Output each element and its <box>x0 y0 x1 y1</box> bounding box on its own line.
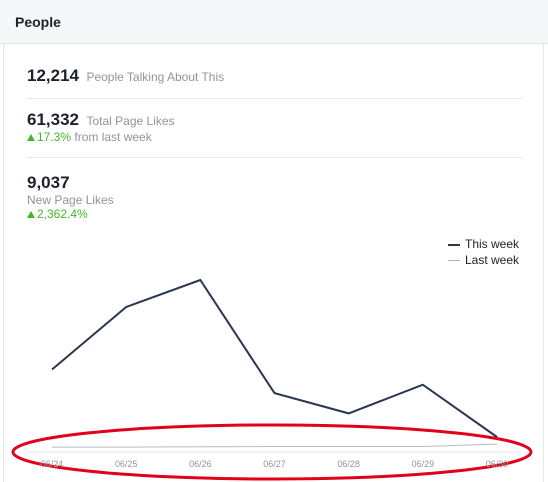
x-tick-label: 06/28 <box>337 459 360 469</box>
stat-new-likes: 9,037 New Page Likes 2,362.4% <box>27 173 114 221</box>
legend-last-week: Last week <box>448 253 519 267</box>
up-arrow-icon <box>27 134 35 141</box>
page-likes-change-value: 17.3% <box>37 130 72 144</box>
talking-label: People Talking About This <box>86 70 225 84</box>
divider <box>27 98 522 99</box>
legend-label-last-week: Last week <box>465 253 520 267</box>
new-likes-label: New Page Likes <box>27 193 114 207</box>
x-tick-label: 06/24 <box>41 459 64 469</box>
series-line-last-week <box>52 443 498 448</box>
page-likes-value: 61,332 <box>27 110 79 129</box>
people-panel <box>3 44 544 482</box>
new-likes-value: 9,037 <box>27 173 70 192</box>
stat-page-likes: 61,332 Total Page Likes 17.3% from last … <box>27 110 175 144</box>
legend-swatch-this-week <box>448 243 460 246</box>
new-likes-change: 2,362.4% <box>27 207 114 221</box>
x-tick-label: 06/26 <box>189 459 212 469</box>
legend-label-this-week: This week <box>465 237 520 251</box>
legend-this-week: This week <box>448 237 519 251</box>
divider <box>27 157 522 158</box>
page-likes-label: Total Page Likes <box>86 114 175 128</box>
card-header: People <box>0 0 548 44</box>
talking-value: 12,214 <box>27 66 79 85</box>
highlight-circle-annotation <box>11 423 533 481</box>
series-line-this-week <box>51 278 498 438</box>
page-likes-change: 17.3% from last week <box>27 130 175 144</box>
x-tick-label: 06/27 <box>263 459 286 469</box>
x-tick-label: 06/25 <box>115 459 138 469</box>
x-tick-label: 06/30 <box>486 459 509 469</box>
legend-swatch-last-week <box>448 260 460 262</box>
stat-talking: 12,214 People Talking About This <box>27 66 224 86</box>
x-tick-label: 06/29 <box>412 459 435 469</box>
up-arrow-icon <box>27 211 35 218</box>
new-likes-change-value: 2,362.4% <box>37 207 88 221</box>
page-likes-change-suffix: from last week <box>74 130 152 144</box>
card-title: People <box>15 14 61 30</box>
